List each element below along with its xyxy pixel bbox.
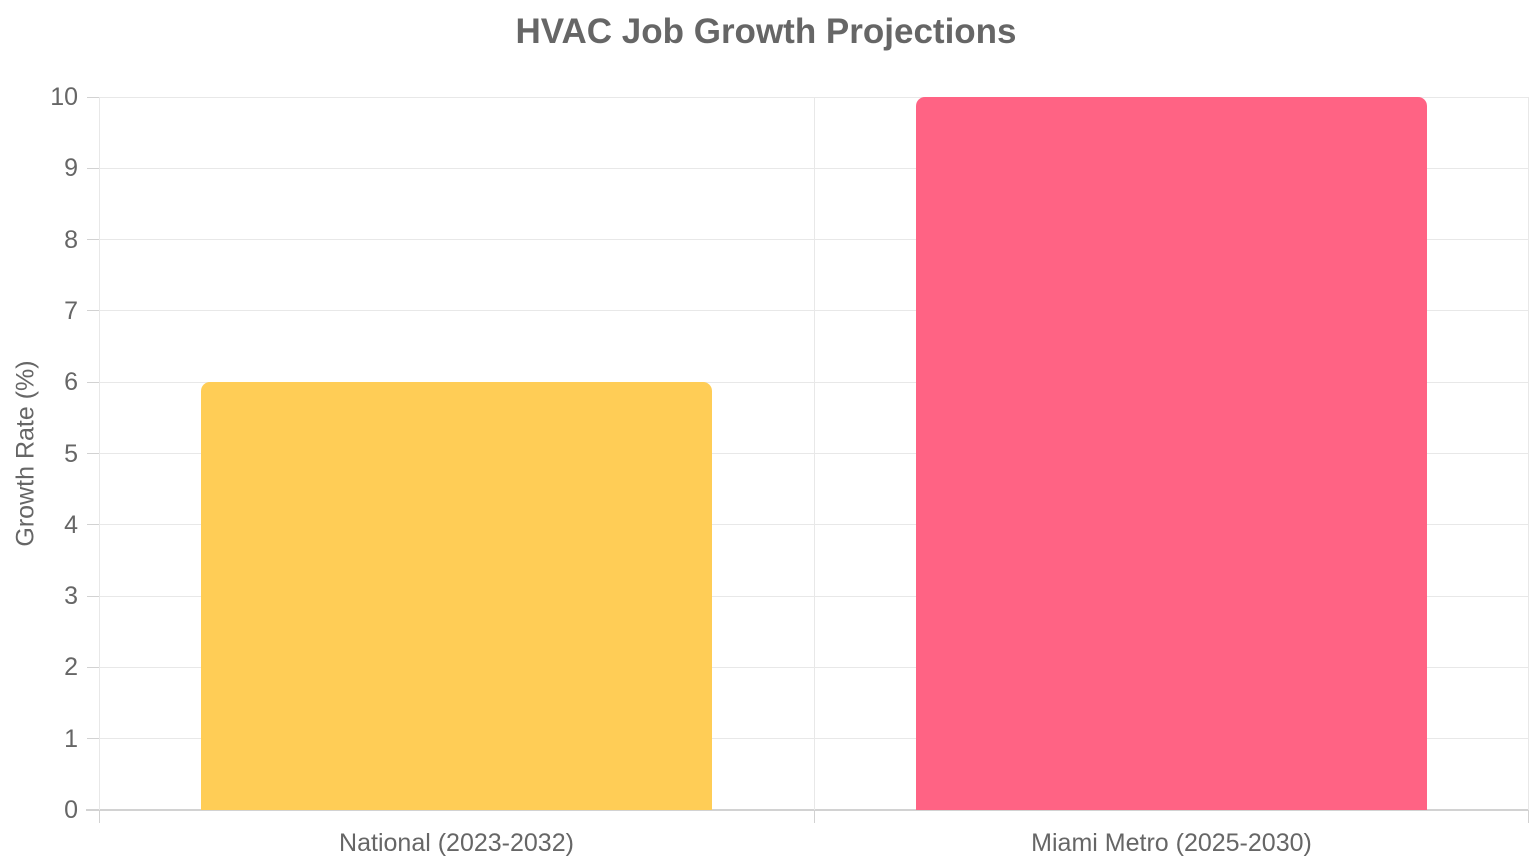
gridline-vertical xyxy=(813,97,815,810)
x-tick xyxy=(813,810,815,823)
x-category-label: National (2023-2032) xyxy=(339,829,574,857)
chart-title: HVAC Job Growth Projections xyxy=(515,12,1017,51)
y-tick-label: 8 xyxy=(64,225,78,254)
y-tick-label: 2 xyxy=(64,653,78,682)
y-tick-label: 5 xyxy=(64,439,78,468)
x-axis-line xyxy=(86,809,1529,811)
y-tick xyxy=(87,167,99,169)
y-tick-label: 7 xyxy=(64,296,78,325)
y-tick xyxy=(87,96,99,98)
bar-miami-metro-2025-2030[interactable] xyxy=(915,97,1428,810)
y-tick-label: 1 xyxy=(64,724,78,753)
y-tick xyxy=(87,595,99,597)
y-tick xyxy=(87,453,99,454)
y-tick xyxy=(87,738,99,740)
y-tick-label: 6 xyxy=(64,368,78,397)
bar-national-2023-2032[interactable] xyxy=(200,382,713,810)
y-tick-label: 9 xyxy=(64,154,78,183)
x-category-label: Miami Metro (2025-2030) xyxy=(1031,829,1312,857)
y-tick xyxy=(87,239,99,241)
y-tick-label: 3 xyxy=(64,582,78,611)
y-tick xyxy=(87,524,99,526)
y-tick xyxy=(87,666,99,668)
y-tick-label: 10 xyxy=(50,83,78,111)
gridline-vertical xyxy=(98,97,100,810)
gridline-vertical xyxy=(1527,97,1529,810)
x-tick xyxy=(1527,810,1529,823)
y-tick xyxy=(87,310,99,312)
y-tick-label: 0 xyxy=(64,796,78,824)
x-tick xyxy=(98,810,100,823)
y-tick xyxy=(87,381,99,383)
y-tick xyxy=(87,809,99,811)
y-tick-label: 4 xyxy=(64,510,78,539)
plot-area: 0 1 2 3 4 5 6 7 8 9 10 National (2023-2032) Miami Me… xyxy=(50,83,1529,857)
